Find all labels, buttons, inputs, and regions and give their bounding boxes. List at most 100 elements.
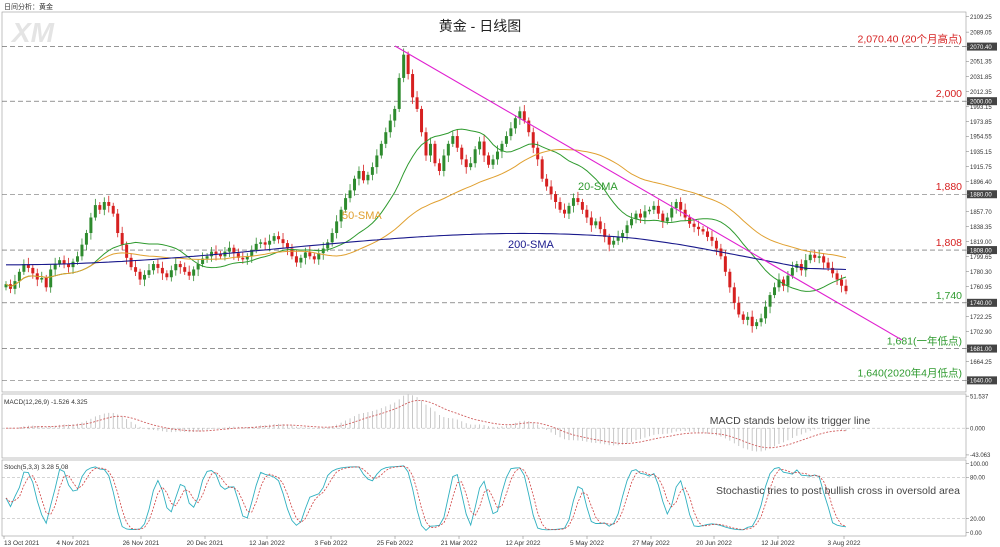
candle-body — [598, 221, 602, 230]
candle-body — [473, 149, 477, 164]
candle-body — [277, 236, 281, 240]
candle-body — [509, 128, 513, 137]
candle-body — [786, 275, 790, 286]
chart-title: 黄金 - 日线图 — [439, 18, 521, 34]
candle-body — [344, 198, 348, 210]
candle-body — [808, 254, 812, 261]
price-tick-label: 1935.15 — [970, 150, 992, 156]
candle-body — [607, 236, 611, 245]
candle-body — [625, 225, 629, 234]
price-tick-label: 1838.35 — [970, 225, 992, 231]
candle-body — [147, 270, 151, 275]
candle-body — [670, 208, 674, 218]
candle-body — [737, 302, 741, 315]
candle-body — [406, 54, 410, 75]
candle-body — [232, 247, 236, 254]
candle-body — [312, 256, 316, 260]
candle-body — [777, 279, 781, 288]
date-tick-label: 12 Apr 2022 — [505, 540, 540, 547]
candle-body — [773, 287, 777, 296]
date-tick-label: 12 Jul 2022 — [761, 540, 795, 547]
candle-body — [388, 120, 392, 133]
candle-body — [558, 202, 562, 210]
candle-body — [245, 256, 249, 260]
price-tick-label: 1780.30 — [970, 270, 992, 276]
candle-body — [40, 278, 44, 280]
candle-body — [26, 264, 30, 268]
sma200-label: 200-SMA — [508, 239, 555, 251]
candle-body — [652, 205, 656, 210]
candle-body — [165, 273, 169, 278]
candle-body — [370, 167, 374, 175]
candle-body — [576, 198, 580, 202]
price-axis: 2109.25 2089.05 2070.40 2051.35 2031.85 2012.… — [966, 15, 997, 385]
candle-body — [540, 159, 544, 179]
candle-body — [44, 278, 48, 288]
candle-body — [804, 260, 808, 271]
candle-body — [750, 316, 754, 327]
candle-body — [84, 233, 88, 245]
candle-body — [831, 267, 835, 274]
price-tick-label: 1857.70 — [970, 210, 992, 216]
candle-body — [375, 155, 379, 168]
candle-body — [53, 264, 57, 270]
candle-body — [80, 244, 84, 257]
candle-body — [634, 213, 638, 220]
candle-body — [290, 248, 294, 257]
candle-body — [397, 77, 401, 109]
price-tick-label: 1760.95 — [970, 285, 992, 291]
candle-body — [294, 256, 298, 263]
macd-signal-line — [6, 399, 847, 449]
candle-body — [299, 257, 303, 263]
sma-lines — [5, 128, 847, 292]
stoch-title: Stoch(5,3,3) 3.28 5.08 — [4, 464, 69, 471]
price-tick-label: 1808.00 — [970, 248, 992, 254]
candle-body — [728, 271, 732, 288]
candle-body — [93, 205, 97, 218]
candle-body — [285, 243, 289, 249]
candle-body — [259, 242, 263, 244]
stoch-d-line — [5, 465, 847, 531]
xm-logo: XM — [10, 17, 55, 48]
price-panel — [1, 11, 967, 393]
macd-panel — [1, 393, 967, 459]
price-tick-label: 2089.05 — [970, 30, 992, 36]
candle-body — [437, 163, 441, 171]
candle-body — [196, 264, 200, 270]
candle-body — [790, 267, 794, 276]
candle-body — [518, 111, 522, 119]
candle-body — [813, 254, 817, 258]
candle-body — [361, 170, 365, 181]
date-tick-label: 3 Aug 2022 — [828, 540, 861, 547]
candle-body — [210, 251, 214, 257]
candle-body — [567, 205, 571, 214]
candle-body — [120, 233, 124, 245]
candle-body — [308, 252, 312, 257]
candle-body — [178, 264, 182, 268]
candle-body — [241, 257, 245, 260]
candle-body — [4, 284, 8, 288]
candle-body — [17, 271, 21, 282]
candle-body — [723, 256, 727, 272]
price-tick-box — [967, 298, 997, 307]
candle-body — [495, 151, 499, 160]
candle-body — [107, 202, 111, 206]
level-label: 1,740 — [936, 290, 962, 302]
date-tick-label: 25 Feb 2022 — [377, 540, 414, 547]
candle-body — [379, 143, 383, 156]
candle-body — [348, 190, 352, 199]
sma200-line — [6, 232, 847, 271]
chart-source-label: 日间分析：黄金 — [4, 4, 53, 11]
candle-body — [433, 143, 437, 164]
candle-body — [714, 240, 718, 249]
stoch-panel — [1, 459, 967, 537]
candle-body — [227, 247, 231, 252]
stoch-tick-label: 0.00 — [970, 531, 982, 537]
price-tick-label: 1640.00 — [970, 379, 992, 385]
candle-body — [353, 178, 357, 191]
price-tick-label: 1819.00 — [970, 240, 992, 246]
candle-body — [424, 132, 428, 156]
candle-body — [411, 74, 415, 98]
candle-body — [826, 262, 830, 268]
price-tick-box — [967, 246, 997, 255]
